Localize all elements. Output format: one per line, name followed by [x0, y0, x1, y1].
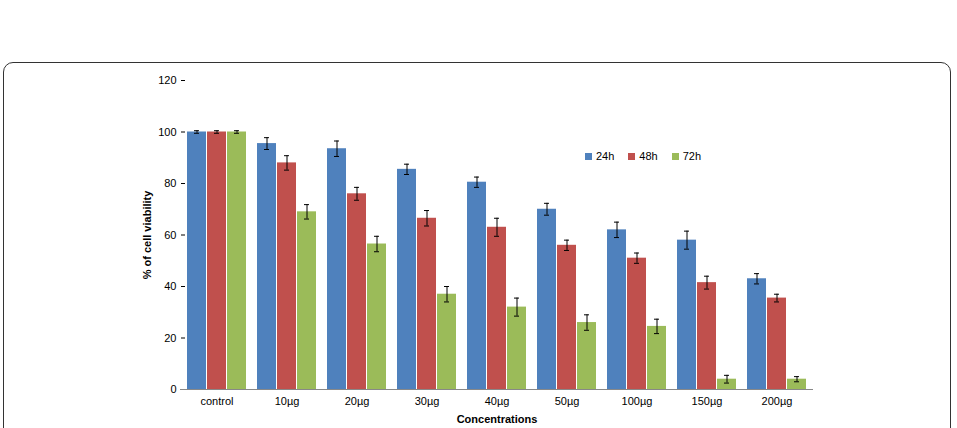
- svg-text:60: 60: [164, 229, 176, 241]
- svg-text:% of cell viability: % of cell viability: [141, 190, 153, 280]
- svg-text:30µg: 30µg: [415, 395, 440, 407]
- svg-text:200µg: 200µg: [762, 395, 793, 407]
- svg-text:40: 40: [164, 280, 176, 292]
- svg-text:10µg: 10µg: [275, 395, 300, 407]
- html-text:48h: 48h: [639, 150, 658, 162]
- svg-text:40µg: 40µg: [485, 395, 510, 407]
- svg-text:20µg: 20µg: [345, 395, 370, 407]
- svg-text:80: 80: [164, 177, 176, 189]
- html-text:24h: 24h: [596, 150, 615, 162]
- svg-text:150µg: 150µg: [692, 395, 723, 407]
- svg-text:100µg: 100µg: [622, 395, 653, 407]
- svg-text:100: 100: [158, 126, 176, 138]
- svg-text:control: control: [200, 395, 233, 407]
- svg-text:50µg: 50µg: [555, 395, 580, 407]
- svg-text:120: 120: [158, 74, 176, 86]
- svg-text:Concentrations: Concentrations: [457, 413, 538, 425]
- svg-text:20: 20: [164, 332, 176, 344]
- svg-text:0: 0: [170, 383, 176, 395]
- html-text:72h: 72h: [682, 150, 702, 162]
